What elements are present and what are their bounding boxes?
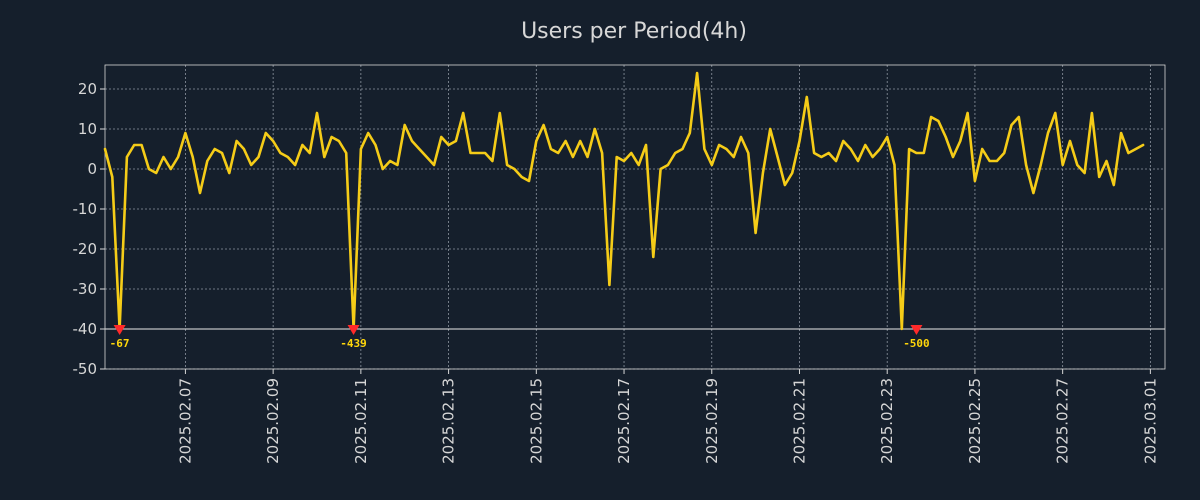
x-ticks: 2025.02.07 2025.02.09 2025.02.11 2025.02.13…	[176, 369, 1159, 464]
grid	[105, 65, 1165, 370]
y-tick-label: -20	[73, 240, 98, 258]
x-tick-label: 2025.02.23	[878, 378, 896, 464]
x-tick-label: 2025.02.19	[703, 378, 721, 464]
x-tick-label: 2025.02.09	[264, 378, 282, 464]
x-tick-label: 2025.02.27	[1054, 378, 1072, 464]
y-tick-label: -40	[73, 320, 98, 338]
x-tick-label: 2025.02.15	[527, 378, 545, 464]
y-tick-label: 0	[87, 160, 97, 178]
x-tick-label: 2025.02.07	[176, 378, 194, 464]
x-tick-label: 2025.02.17	[615, 378, 633, 464]
min-label: -439	[340, 337, 367, 350]
y-tick-label: -30	[73, 280, 98, 298]
series-layer	[103, 71, 1145, 331]
y-tick-label: 10	[78, 120, 97, 138]
plot-frame	[104, 64, 1166, 370]
x-tick-label: 2025.03.01	[1141, 378, 1159, 464]
min-marker	[347, 325, 360, 335]
min-label: -67	[110, 337, 130, 350]
min-marker	[113, 325, 126, 335]
axes	[104, 64, 1166, 370]
y-ticks: -50 -40 -30 -20 -10 0 10 20	[73, 80, 105, 378]
x-tick-label: 2025.02.11	[352, 378, 370, 464]
chart-title: Users per Period(4h)	[521, 19, 747, 44]
series-line-users	[103, 71, 1145, 331]
x-tick-label: 2025.02.25	[966, 378, 984, 464]
y-tick-label: 20	[78, 80, 97, 98]
y-tick-label: -10	[73, 200, 98, 218]
x-tick-label: 2025.02.13	[440, 378, 458, 464]
min-marker	[910, 325, 923, 335]
annotations: -67 -439 -500	[110, 325, 930, 350]
y-tick-label: -50	[73, 360, 98, 378]
min-label: -500	[903, 337, 930, 350]
x-tick-label: 2025.02.21	[790, 378, 808, 464]
